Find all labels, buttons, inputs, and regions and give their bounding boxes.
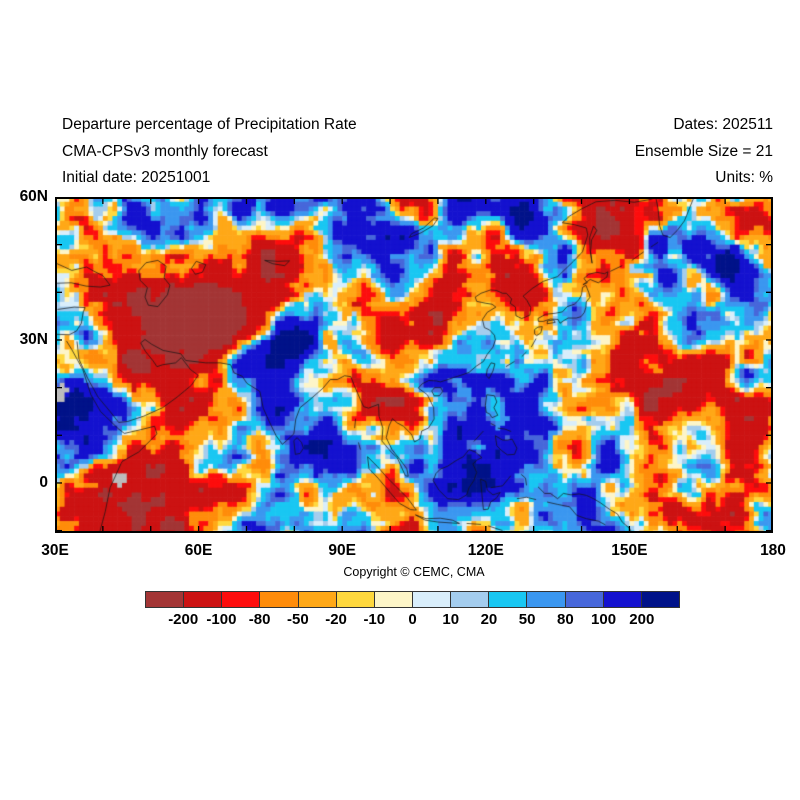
figure-title: Departure percentage of Precipitation Ra… xyxy=(62,116,357,133)
colorbar-cell xyxy=(146,592,185,607)
colorbar-tick-label: 20 xyxy=(480,611,498,628)
colorbar-cell xyxy=(527,592,566,607)
colorbar-cell xyxy=(374,592,413,607)
colorbar-cell xyxy=(641,592,679,607)
copyright-text: Copyright © CEMC, CMA xyxy=(343,565,485,579)
x-axis-label: 30E xyxy=(41,542,69,559)
colorbar-tick-label: -50 xyxy=(287,611,309,628)
colorbar-cell xyxy=(412,592,452,607)
valid-dates: Dates: 202511 xyxy=(673,116,773,133)
y-axis-label: 60N xyxy=(19,188,48,205)
colorbar-tick-label: 0 xyxy=(408,611,417,628)
colorbar-tick-label: -20 xyxy=(325,611,347,628)
x-axis-label: 60E xyxy=(184,542,213,559)
x-axis-label: 180 xyxy=(760,542,786,559)
title-block-left: Departure percentage of Precipitation Ra… xyxy=(62,112,357,192)
colorbar-cell xyxy=(451,592,490,607)
map-plot-area xyxy=(55,197,773,533)
colorbar-tick-label: -10 xyxy=(363,611,386,628)
colorbar-tick-label: -100 xyxy=(206,611,237,628)
y-axis-label: 30N xyxy=(19,330,48,348)
colorbar-cell xyxy=(336,592,375,607)
x-axis-label: 150E xyxy=(611,542,648,559)
colorbar-tick-label: -200 xyxy=(168,611,199,628)
colorbar xyxy=(145,591,680,608)
initial-date: Initial date: 20251001 xyxy=(62,169,211,186)
colorbar-cell xyxy=(603,592,642,607)
colorbar-cell xyxy=(565,592,604,607)
colorbar-tick-label: 200 xyxy=(629,611,655,628)
ensemble-size: Ensemble Size = 21 xyxy=(634,142,773,160)
colorbar-tick-label: 100 xyxy=(591,611,617,628)
x-axis-label: 120E xyxy=(467,542,504,559)
precipitation-anomaly-map xyxy=(55,197,773,533)
units-label: Units: % xyxy=(715,169,773,186)
colorbar-cell xyxy=(489,592,528,607)
colorbar-tick-label: 10 xyxy=(442,611,460,628)
title-block-right: Dates: 202511 Ensemble Size = 21 Units: … xyxy=(635,112,773,192)
colorbar-cell xyxy=(222,592,261,607)
y-axis-label: 0 xyxy=(39,473,48,491)
colorbar-cell xyxy=(260,592,299,607)
colorbar-tick-label: 50 xyxy=(518,611,536,628)
colorbar-cell xyxy=(184,592,223,607)
colorbar-tick-label: -80 xyxy=(248,611,271,628)
model-name: CMA-CPSv3 monthly forecast xyxy=(62,142,268,160)
colorbar-tick-label: 80 xyxy=(557,611,574,628)
x-axis-label: 90E xyxy=(328,542,356,559)
colorbar-cell xyxy=(298,592,337,607)
